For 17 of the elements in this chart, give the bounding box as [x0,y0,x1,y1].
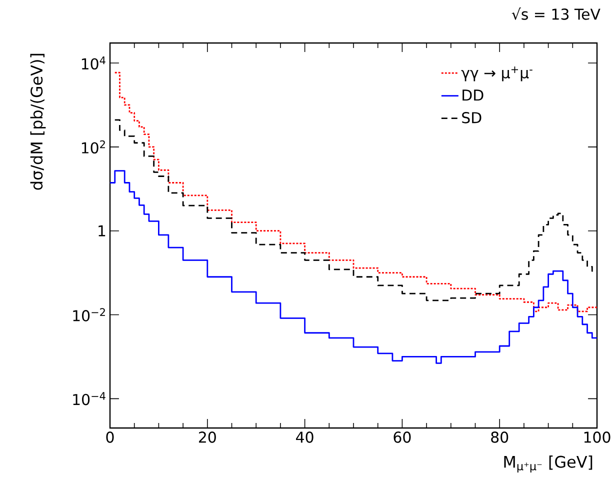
x-tick-label: 80 [491,432,508,443]
y-tick-label: 10$^{−4}$ [73,392,106,406]
x-tick-label: 0 [106,432,114,443]
y-tick-label: 10$^{4}$ [82,56,106,70]
y-tick-label: 1 [98,225,106,236]
x-tick-label: 100 [584,432,610,443]
x-axis-title: M$_{μ⁺μ⁻}$ [GeV] [504,456,592,473]
y-tick-label: 10$^{−2}$ [73,308,105,322]
y-axis-title: dσ/dM [pb/(GeV)] [30,54,46,190]
x-tick-label: 40 [296,432,314,443]
text: √s = 13 TeV [512,8,600,20]
x-tick-label: 60 [394,432,411,443]
x-tick-label: 20 [198,432,216,443]
y-tick-label: 10$^{2}$ [82,140,105,154]
legend-label: γγ → μ$^{+}$μ$^{-}$ [461,66,532,82]
legend-label: SD [462,112,482,124]
legend-label: DD [462,90,484,101]
